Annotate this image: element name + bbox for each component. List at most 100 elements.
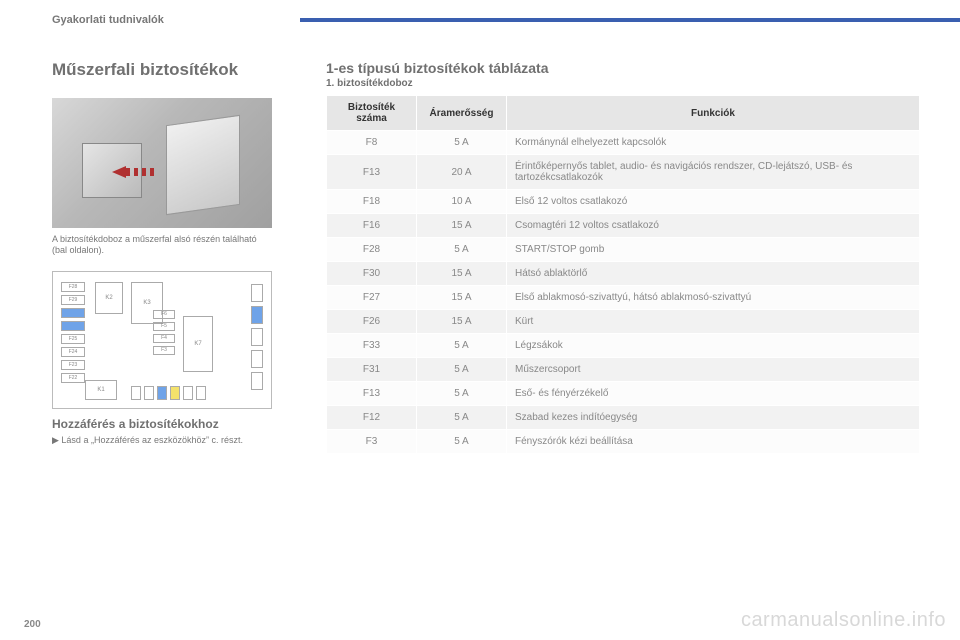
table-cell-fuse: F31 — [327, 358, 417, 382]
table-cell-fuse: F27 — [327, 286, 417, 310]
table-header-cell: Biztosíték száma — [327, 96, 417, 131]
diagram-vertical-slot — [251, 350, 263, 368]
table-cell-func: Fényszórók kézi beállítása — [507, 430, 920, 454]
table-cell-amp: 15 A — [417, 310, 507, 334]
diagram-tiny-slot — [183, 386, 193, 400]
diagram-slot: F29 — [61, 295, 85, 305]
diagram-slot — [61, 308, 85, 318]
table-header-cell: Funkciók — [507, 96, 920, 131]
photo-caption: A biztosítékdoboz a műszerfal alsó részé… — [52, 234, 272, 257]
table-cell-fuse: F18 — [327, 190, 417, 214]
table-cell-func: Csomagtéri 12 voltos csatlakozó — [507, 214, 920, 238]
table-cell-amp: 5 A — [417, 406, 507, 430]
table-cell-amp: 15 A — [417, 262, 507, 286]
table-cell-fuse: F33 — [327, 334, 417, 358]
table-subtitle: 1. biztosítékdoboz — [326, 78, 920, 89]
diagram-bottom-row — [131, 386, 206, 400]
diagram-slot: F6 — [153, 310, 175, 319]
table-row: F1810 AElső 12 voltos csatlakozó — [327, 190, 920, 214]
right-column: 1-es típusú biztosítékok táblázata 1. bi… — [326, 60, 920, 620]
arrow-icon — [112, 166, 126, 178]
table-cell-func: Érintőképernyős tablet, audio- és navigá… — [507, 155, 920, 190]
diagram-tiny-slot — [157, 386, 167, 400]
access-title: Hozzáférés a biztosítékokhoz — [52, 417, 302, 431]
table-cell-func: Hátsó ablaktörlő — [507, 262, 920, 286]
diagram-tiny-slot — [170, 386, 180, 400]
table-cell-fuse: F16 — [327, 214, 417, 238]
diagram-vertical-slot — [251, 306, 263, 324]
diagram-slot: F24 — [61, 347, 85, 357]
diagram-vertical-slot — [251, 372, 263, 390]
table-header-cell: Áramerősség — [417, 96, 507, 131]
table-row: F335 ALégzsákok — [327, 334, 920, 358]
table-cell-amp: 5 A — [417, 358, 507, 382]
diagram-vertical-slot — [251, 284, 263, 302]
table-row: F285 ASTART/STOP gomb — [327, 238, 920, 262]
table-row: F3015 AHátsó ablaktörlő — [327, 262, 920, 286]
diagram-tiny-slot — [144, 386, 154, 400]
diagram-slot — [61, 321, 85, 331]
table-cell-amp: 20 A — [417, 155, 507, 190]
table-row: F315 AMűszercsoport — [327, 358, 920, 382]
table-row: F1615 ACsomagtéri 12 voltos csatlakozó — [327, 214, 920, 238]
diagram-right-slots: F6 F5 F4 F3 — [153, 310, 175, 355]
fusebox-photo — [52, 98, 272, 228]
table-cell-fuse: F13 — [327, 382, 417, 406]
table-row: F125 ASzabad kezes indítóegység — [327, 406, 920, 430]
table-cell-amp: 15 A — [417, 286, 507, 310]
diagram-slot: F4 — [153, 334, 175, 343]
table-cell-func: Műszercsoport — [507, 358, 920, 382]
left-column: Műszerfali biztosítékok A biztosítékdobo… — [52, 60, 302, 620]
table-row: F1320 AÉrintőképernyős tablet, audio- és… — [327, 155, 920, 190]
table-cell-func: Légzsákok — [507, 334, 920, 358]
table-row: F85 AKormánynál elhelyezett kapcsolók — [327, 131, 920, 155]
table-cell-fuse: F12 — [327, 406, 417, 430]
diagram-slot: F5 — [153, 322, 175, 331]
table-cell-fuse: F26 — [327, 310, 417, 334]
page-number: 200 — [24, 619, 41, 630]
table-cell-func: Kürt — [507, 310, 920, 334]
table-title: 1-es típusú biztosítékok táblázata — [326, 60, 920, 76]
access-bullet: ▶ Lásd a „Hozzáférés az eszközökhöz” c. … — [52, 435, 302, 446]
diagram-slot: F22 — [61, 373, 85, 383]
table-header-row: Biztosíték száma Áramerősség Funkciók — [327, 96, 920, 131]
table-cell-fuse: F3 — [327, 430, 417, 454]
diagram-tiny-slot — [196, 386, 206, 400]
table-cell-amp: 15 A — [417, 214, 507, 238]
diagram-vertical-slot — [251, 328, 263, 346]
diagram-far-col — [251, 284, 263, 390]
main-title: Műszerfali biztosítékok — [52, 60, 302, 80]
table-cell-amp: 5 A — [417, 430, 507, 454]
page-content: Műszerfali biztosítékok A biztosítékdobo… — [52, 60, 920, 620]
diagram-left-slots: F28 F29 F25 F24 F23 F22 — [61, 282, 85, 383]
table-row: F2615 AKürt — [327, 310, 920, 334]
table-cell-amp: 5 A — [417, 334, 507, 358]
table-cell-func: Eső- és fényérzékelő — [507, 382, 920, 406]
section-header: Gyakorlati tudnivalók — [52, 14, 164, 26]
diagram-slot: F23 — [61, 360, 85, 370]
accent-bar — [300, 18, 960, 22]
table-cell-func: Első ablakmosó-szivattyú, hátsó ablakmos… — [507, 286, 920, 310]
diagram-relay: K2 — [95, 282, 123, 314]
fuse-table: Biztosíték száma Áramerősség Funkciók F8… — [326, 95, 920, 454]
table-cell-fuse: F30 — [327, 262, 417, 286]
table-cell-fuse: F28 — [327, 238, 417, 262]
diagram-slot: F28 — [61, 282, 85, 292]
table-cell-func: START/STOP gomb — [507, 238, 920, 262]
diagram-relay-k12: K1 — [85, 380, 117, 400]
diagram-mid-boxes: K2 — [95, 282, 123, 314]
photo-front-panel — [166, 115, 240, 215]
table-cell-fuse: F13 — [327, 155, 417, 190]
table-row: F135 AEső- és fényérzékelő — [327, 382, 920, 406]
table-cell-fuse: F8 — [327, 131, 417, 155]
diagram-slot: F3 — [153, 346, 175, 355]
table-cell-amp: 5 A — [417, 131, 507, 155]
table-cell-amp: 10 A — [417, 190, 507, 214]
table-cell-amp: 5 A — [417, 382, 507, 406]
diagram-slot: F25 — [61, 334, 85, 344]
table-row: F35 AFényszórók kézi beállítása — [327, 430, 920, 454]
table-cell-amp: 5 A — [417, 238, 507, 262]
diagram-tiny-slot — [131, 386, 141, 400]
diagram-relay-k7: K7 — [183, 316, 213, 372]
arrow-tail — [126, 168, 156, 176]
